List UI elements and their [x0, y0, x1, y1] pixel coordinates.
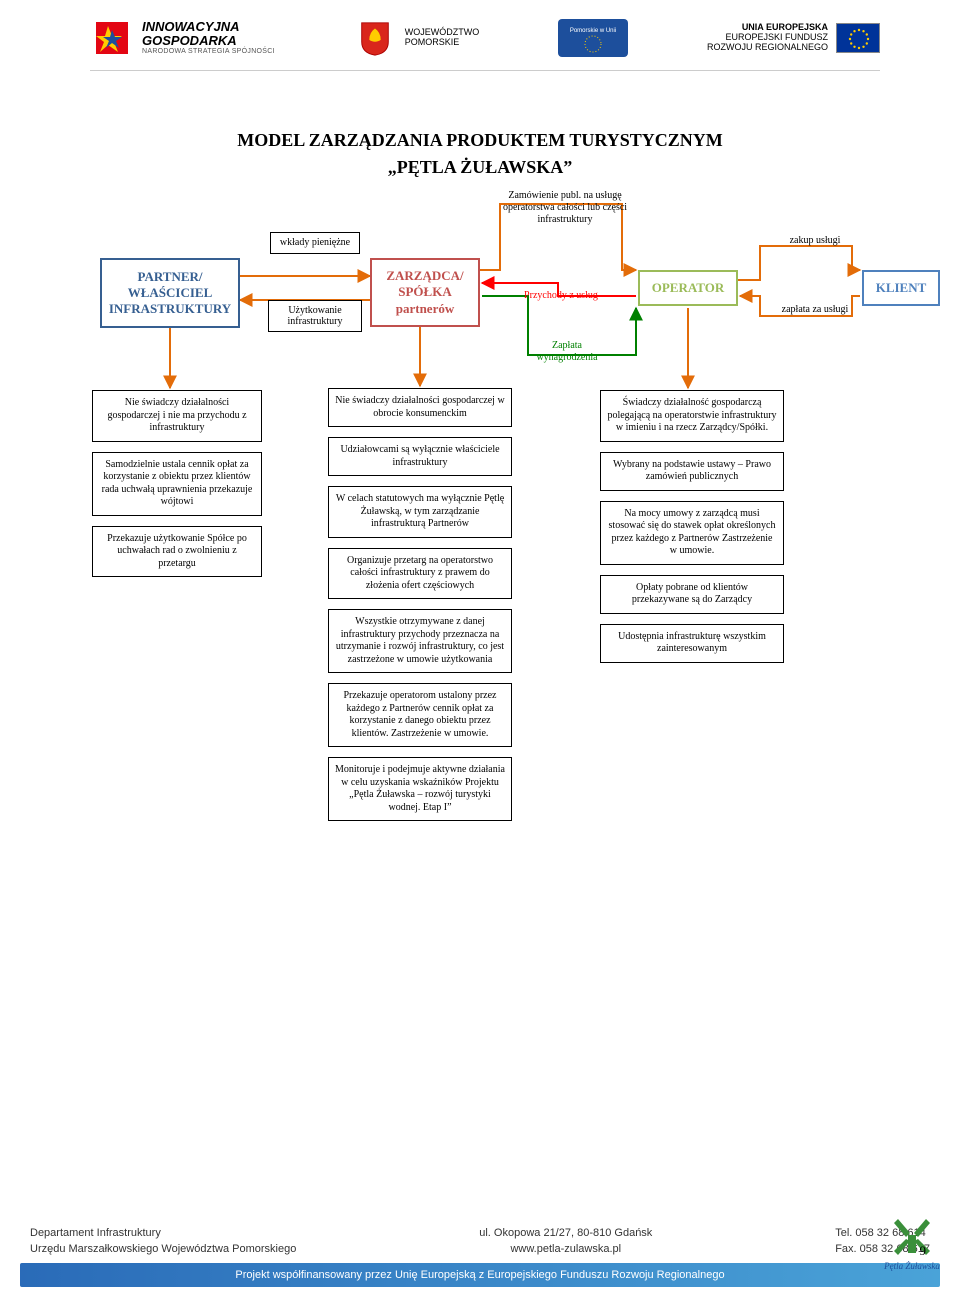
logo1-sub: NARODOWA STRATEGIA SPÓJNOŚCI	[142, 48, 275, 56]
logo-pomorskie-unii: Pomorskie w Unii	[557, 18, 629, 58]
node-zarzadca-label: ZARZĄDCA/ SPÓŁKA partnerów	[378, 268, 472, 317]
footer-dept: Departament Infrastruktury Urzędu Marsza…	[30, 1226, 296, 1257]
desc-box: Udziałowcami są wyłącznie właściciele in…	[328, 437, 512, 476]
label-zaplata-wyn: Zapłata wynagrodzenia	[522, 340, 612, 364]
logo-innowacyjna: INNOWACYJNA GOSPODARKA NARODOWA STRATEGI…	[90, 16, 275, 60]
windmill-icon	[884, 1209, 940, 1259]
node-partner: PARTNER/ WŁAŚCICIEL INFRASTRUKTURY	[100, 258, 240, 328]
logo-eu: UNIA EUROPEJSKA EUROPEJSKI FUNDUSZ ROZWO…	[707, 23, 880, 53]
logo3-bot: ROZWOJU REGIONALNEGO	[707, 43, 828, 53]
node-zarzadca: ZARZĄDCA/ SPÓŁKA partnerów	[370, 258, 480, 327]
footer-bar: Projekt współfinansowany przez Unię Euro…	[20, 1263, 940, 1287]
label-zaplata-uslugi: zapłata za usługi	[770, 304, 860, 316]
desc-col-zarzadca: Nie świadczy działalności gospodarczej w…	[328, 388, 512, 821]
shield-icon	[353, 16, 397, 60]
header-row: INNOWACYJNA GOSPODARKA NARODOWA STRATEGI…	[90, 16, 880, 60]
node-operator-label: OPERATOR	[652, 280, 724, 296]
footer-addr1: ul. Okopowa 21/27, 80-810 Gdańsk	[479, 1226, 652, 1241]
desc-box: Opłaty pobrane od klientów przekazywane …	[600, 575, 784, 614]
box-uzytkowanie: Użytkowanie infrastruktury	[268, 300, 362, 332]
footer-top: Departament Infrastruktury Urzędu Marsza…	[20, 1226, 940, 1263]
desc-box: W celach statutowych ma wyłącznie Pętlę …	[328, 486, 512, 538]
desc-box: Organizuje przetarg na operatorstwo cało…	[328, 548, 512, 600]
desc-col-operator: Świadczy działalność gospodarczą polegaj…	[600, 390, 784, 663]
page-title: MODEL ZARZĄDZANIA PRODUKTEM TURYSTYCZNYM…	[0, 130, 960, 178]
label-zamowienie: Zamówienie publ. na usługę operatorstwa …	[500, 190, 630, 226]
node-operator: OPERATOR	[638, 270, 738, 306]
desc-box: Samodzielnie ustala cennik opłat za korz…	[92, 452, 262, 516]
logo-pomorskie: WOJEWÓDZTWO POMORSKIE	[353, 16, 479, 60]
logo2-text: WOJEWÓDZTWO POMORSKIE	[405, 28, 479, 48]
footer: Departament Infrastruktury Urzędu Marsza…	[20, 1226, 940, 1287]
desc-box: Wszystkie otrzymywane z danej infrastruk…	[328, 609, 512, 673]
footer-addr: ul. Okopowa 21/27, 80-810 Gdańsk www.pet…	[479, 1226, 652, 1257]
logo1-top: INNOWACYJNA	[142, 20, 275, 34]
badge-icon: Pomorskie w Unii	[557, 18, 629, 58]
eu-flag-icon	[836, 23, 880, 53]
desc-box: Wybrany na podstawie ustawy – Prawo zamó…	[600, 452, 784, 491]
footer-addr2: www.petla-zulawska.pl	[479, 1242, 652, 1257]
title-line1: MODEL ZARZĄDZANIA PRODUKTEM TURYSTYCZNYM	[0, 130, 960, 151]
footer-logo: Pętla Żuławska	[884, 1209, 940, 1271]
title-line2: „PĘTLA ŻUŁAWSKA”	[0, 157, 960, 178]
logo1-text: INNOWACYJNA GOSPODARKA NARODOWA STRATEGI…	[142, 20, 275, 56]
box-wklady: wkłady pieniężne	[270, 232, 360, 254]
star-icon	[90, 16, 134, 60]
desc-box: Świadczy działalność gospodarczą polegaj…	[600, 390, 784, 442]
desc-box: Udostępnia infrastrukturę wszystkim zain…	[600, 624, 784, 663]
svg-text:Pomorskie w Unii: Pomorskie w Unii	[570, 28, 616, 34]
desc-box: Na mocy umowy z zarządcą musi stosować s…	[600, 501, 784, 565]
page: INNOWACYJNA GOSPODARKA NARODOWA STRATEGI…	[0, 0, 960, 1311]
footer-logo-label: Pętla Żuławska	[884, 1261, 940, 1271]
desc-col-partner: Nie świadczy działalności gospodarczej i…	[92, 390, 262, 577]
label-zakup: zakup usługi	[780, 235, 850, 247]
page-number: 9	[920, 1243, 927, 1259]
node-klient: KLIENT	[862, 270, 940, 306]
desc-box: Przekazuje użytkowanie Spółce po uchwała…	[92, 526, 262, 578]
node-klient-label: KLIENT	[876, 280, 927, 296]
logo2-bottom: POMORSKIE	[405, 38, 479, 48]
desc-box: Monitoruje i podejmuje aktywne działania…	[328, 757, 512, 821]
box-wklady-label: wkłady pieniężne	[280, 237, 350, 248]
desc-box: Przekazuje operatorom ustalony przez każ…	[328, 683, 512, 747]
logo3-text: UNIA EUROPEJSKA EUROPEJSKI FUNDUSZ ROZWO…	[707, 23, 828, 53]
label-przychody: Przychody z usług	[506, 290, 616, 302]
desc-box: Nie świadczy działalności gospodarczej w…	[328, 388, 512, 427]
node-partner-label: PARTNER/ WŁAŚCICIEL INFRASTRUKTURY	[108, 269, 232, 318]
header-separator	[90, 70, 880, 71]
footer-dept2: Urzędu Marszałkowskiego Województwa Pomo…	[30, 1242, 296, 1257]
footer-dept1: Departament Infrastruktury	[30, 1226, 296, 1241]
logo1-bottom: GOSPODARKA	[142, 34, 275, 48]
desc-box: Nie świadczy działalności gospodarczej i…	[92, 390, 262, 442]
box-uzytkowanie-label: Użytkowanie infrastruktury	[288, 305, 343, 327]
